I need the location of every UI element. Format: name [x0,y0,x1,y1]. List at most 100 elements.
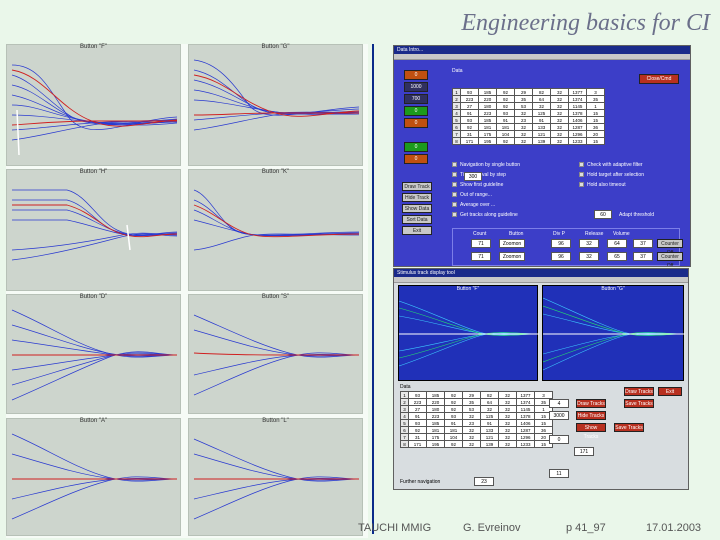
table-cell[interactable]: 35 [586,95,605,103]
option-checkbox[interactable]: Time interval by step [452,172,506,178]
table-cell[interactable]: 92 [496,102,515,110]
table-cell[interactable]: 23 [462,419,481,427]
table-cell[interactable]: 121 [480,433,499,441]
exit-button[interactable]: Exit [402,226,432,235]
table-cell[interactable]: 171 [408,440,427,448]
table-cell[interactable]: 23 [514,116,533,124]
table-cell[interactable]: 223 [478,109,497,117]
table-cell[interactable]: 104 [496,130,515,138]
table-cell[interactable]: 181 [478,123,497,131]
table-cell[interactable]: 32 [514,109,533,117]
table-cell[interactable]: 32 [514,123,533,131]
table-cell[interactable]: 92 [444,391,463,399]
option-checkbox[interactable]: Out of range... [452,192,492,198]
table-cell[interactable]: 36 [534,426,553,434]
table-cell[interactable]: 53 [462,405,481,413]
value-field[interactable]: 171 [574,447,594,456]
table-cell[interactable]: 8 [400,440,409,448]
table-cell[interactable]: 223 [408,398,427,406]
table-cell[interactable]: 91 [480,419,499,427]
table-cell[interactable]: 1287 [516,426,535,434]
table-cell[interactable]: 32 [550,137,569,145]
table-cell[interactable]: 93 [408,419,427,427]
table-cell[interactable]: 93 [460,116,479,124]
right-action-button[interactable]: Hide Tracks [576,411,606,420]
table-cell[interactable]: 181 [426,426,445,434]
table-cell[interactable]: 32 [498,419,517,427]
table-cell[interactable]: 32 [462,433,481,441]
table-cell[interactable]: 1233 [516,440,535,448]
table-cell[interactable]: 32 [550,130,569,138]
table-cell[interactable]: 32 [514,130,533,138]
table-cell[interactable]: 27 [408,405,427,413]
table-cell[interactable]: 29 [462,391,481,399]
table-cell[interactable]: 2 [400,398,409,406]
table-cell[interactable]: 8 [452,137,461,145]
table-cell[interactable]: 1377 [516,391,535,399]
value-field[interactable]: Zoomon [499,252,525,261]
side-button[interactable]: 0 [404,118,428,128]
table-cell[interactable]: 1 [452,88,461,96]
table-cell[interactable]: 64 [480,398,499,406]
option-checkbox[interactable]: Navigation by single button [452,162,520,168]
table-cell[interactable]: 92 [444,440,463,448]
table-cell[interactable]: 92 [408,426,427,434]
table-cell[interactable]: 3 [452,102,461,110]
top-action-button[interactable]: Save Tracks [624,399,654,408]
table-cell[interactable]: 32 [462,412,481,420]
table-cell[interactable]: 180 [478,102,497,110]
value-field[interactable]: 32 [579,252,599,261]
table-cell[interactable]: 36 [586,123,605,131]
table-cell[interactable]: 32 [462,426,481,434]
side-button[interactable]: 700 [404,94,428,104]
table-cell[interactable]: 1406 [568,116,587,124]
table-cell[interactable]: 1296 [568,130,587,138]
table-cell[interactable]: 32 [498,426,517,434]
checkbox-icon[interactable] [579,182,584,188]
value-field[interactable]: 96 [551,252,571,261]
action-button[interactable]: Sort Data [402,215,432,224]
exit-button[interactable]: Exit [658,387,682,396]
value-field[interactable]: Zoomon [499,239,525,248]
value-field[interactable]: 11 [549,469,569,478]
table-cell[interactable]: 32 [498,433,517,441]
threshold-field[interactable]: 60 [594,210,612,219]
checkbox-icon[interactable] [452,182,457,188]
table-cell[interactable]: 32 [498,412,517,420]
option-checkbox[interactable]: Show first guideline [452,182,503,188]
table-cell[interactable]: 195 [478,137,497,145]
option-checkbox[interactable]: Average over ... [452,202,495,208]
counter-button[interactable]: Counter Off [657,252,683,266]
table-cell[interactable]: 32 [462,440,481,448]
value-field[interactable]: 3000 [549,411,569,420]
table-cell[interactable]: 121 [532,130,551,138]
value-field[interactable]: 0 [549,435,569,444]
table-cell[interactable]: 31 [408,433,427,441]
table-cell[interactable]: 82 [532,88,551,96]
table-cell[interactable]: 175 [478,130,497,138]
value-field[interactable]: 37 [633,252,653,261]
table-cell[interactable]: 93 [444,412,463,420]
table-cell[interactable]: 15 [534,419,553,427]
table-cell[interactable]: 15 [534,440,553,448]
table-cell[interactable]: 181 [496,123,515,131]
value-field[interactable]: 64 [607,239,627,248]
side-button[interactable]: 0 [404,142,428,152]
table-cell[interactable]: 4 [400,412,409,420]
value-field[interactable]: 71 [471,239,491,248]
table-cell[interactable]: 91 [532,116,551,124]
table-cell[interactable]: 32 [532,102,551,110]
checkbox-icon[interactable] [579,162,584,168]
checkbox-icon[interactable] [452,212,457,218]
table-cell[interactable]: 15 [586,116,605,124]
side-button[interactable]: 1000 [404,82,428,92]
option-checkbox[interactable]: Hold target after selection [579,172,644,178]
table-cell[interactable]: 3 [586,88,605,96]
table-cell[interactable]: 125 [480,412,499,420]
value-field[interactable]: 37 [633,239,653,248]
table-cell[interactable]: 1374 [568,95,587,103]
table-cell[interactable]: 32 [550,116,569,124]
table-cell[interactable]: 1406 [516,419,535,427]
value-field[interactable]: 4 [549,399,569,408]
action-button[interactable]: Show Data [402,204,432,213]
